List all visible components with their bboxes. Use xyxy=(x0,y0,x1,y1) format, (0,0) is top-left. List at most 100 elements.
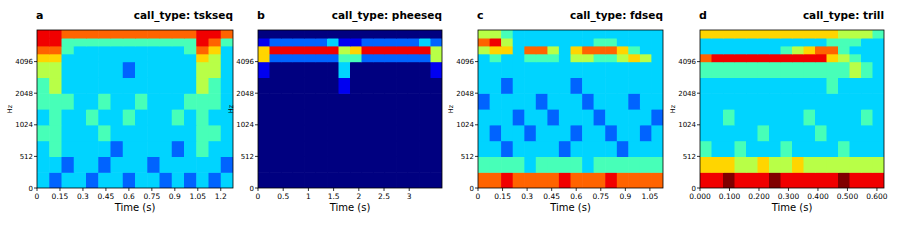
cell xyxy=(559,93,571,109)
cell xyxy=(281,46,293,55)
cell xyxy=(123,77,136,93)
cell xyxy=(196,141,209,157)
cell xyxy=(98,109,111,125)
x-tick-label: 0.6 xyxy=(123,192,135,201)
cell xyxy=(478,62,490,78)
cell xyxy=(196,109,209,125)
x-tick-label: 0.100 xyxy=(719,192,741,201)
cell xyxy=(431,93,442,109)
cell xyxy=(86,77,99,93)
cell xyxy=(269,77,281,93)
cell xyxy=(478,93,490,109)
x-tick xyxy=(409,188,410,191)
x-axis-label: Time (s) xyxy=(329,202,371,213)
title: call_type: tskseq xyxy=(134,9,233,22)
cell xyxy=(269,62,281,78)
cell xyxy=(651,77,663,93)
cell xyxy=(62,77,75,93)
cell xyxy=(605,77,617,93)
cell xyxy=(327,54,339,63)
cell xyxy=(758,156,770,172)
cell xyxy=(37,54,50,63)
cell xyxy=(651,38,663,46)
cell xyxy=(431,38,442,46)
cell xyxy=(490,38,502,46)
cell xyxy=(304,125,316,141)
cell xyxy=(160,156,173,172)
cell xyxy=(86,93,99,109)
cell xyxy=(850,30,862,38)
cell xyxy=(350,62,362,78)
y-tick-label: 512 xyxy=(683,153,696,161)
cell xyxy=(123,38,136,46)
y-tick-label: 0 xyxy=(29,185,33,193)
cell xyxy=(327,62,339,78)
cell xyxy=(617,38,629,46)
cell xyxy=(373,77,385,93)
cell xyxy=(861,141,873,157)
cells xyxy=(700,30,884,188)
cell xyxy=(111,62,124,78)
cell xyxy=(160,125,173,141)
x-tick xyxy=(151,188,152,191)
y-tick xyxy=(255,156,258,157)
cell xyxy=(513,172,525,188)
cell xyxy=(594,38,606,46)
cell xyxy=(361,30,373,38)
x-tick-label: 0.500 xyxy=(837,192,859,201)
x-tick-label: 1.05 xyxy=(642,192,659,201)
cell xyxy=(617,141,629,157)
y-tick xyxy=(255,93,258,94)
cell xyxy=(651,54,663,63)
x-tick xyxy=(333,188,334,191)
cell xyxy=(160,46,173,55)
cell xyxy=(804,172,816,188)
cell xyxy=(838,93,850,109)
cell xyxy=(815,109,827,125)
cells xyxy=(478,30,663,188)
cell xyxy=(269,46,281,55)
cell xyxy=(339,46,351,55)
x-tick xyxy=(817,188,818,191)
cell xyxy=(827,38,839,46)
cell xyxy=(804,93,816,109)
cell xyxy=(184,54,197,63)
cell xyxy=(746,156,758,172)
cell xyxy=(792,125,804,141)
cell xyxy=(37,46,50,55)
cell xyxy=(350,156,362,172)
cell xyxy=(827,125,839,141)
cell xyxy=(184,172,197,188)
cell xyxy=(873,125,885,141)
cell xyxy=(605,93,617,109)
cell xyxy=(746,93,758,109)
cell xyxy=(396,125,408,141)
cell xyxy=(184,109,197,125)
cell xyxy=(838,156,850,172)
cell xyxy=(536,77,548,93)
cell xyxy=(594,172,606,188)
cell xyxy=(861,109,873,125)
cell xyxy=(86,172,99,188)
cell xyxy=(559,54,571,63)
x-tick xyxy=(527,188,528,191)
cell xyxy=(605,54,617,63)
cell xyxy=(147,156,160,172)
cell xyxy=(559,62,571,78)
cell xyxy=(184,62,197,78)
cell xyxy=(316,30,328,38)
cell xyxy=(700,93,712,109)
cell xyxy=(172,93,185,109)
cell xyxy=(792,62,804,78)
cell xyxy=(373,46,385,55)
frame xyxy=(700,30,884,188)
cell xyxy=(873,156,885,172)
cell xyxy=(304,109,316,125)
x-tick-label: 0.45 xyxy=(543,192,560,201)
cell xyxy=(49,125,62,141)
cell xyxy=(184,46,197,55)
cell xyxy=(490,109,502,125)
cell xyxy=(490,62,502,78)
cell xyxy=(873,54,885,63)
cell xyxy=(74,46,87,55)
